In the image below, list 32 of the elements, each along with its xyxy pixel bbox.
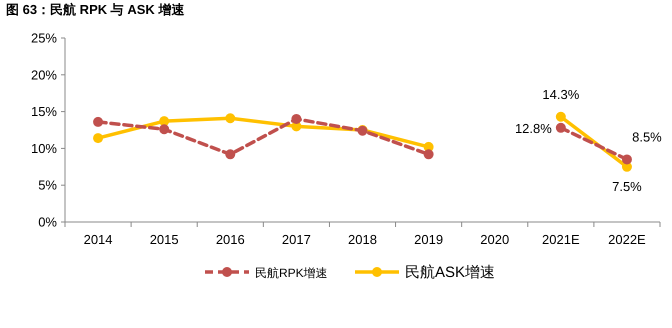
y-tick-label: 10% [30, 140, 58, 156]
point [225, 149, 236, 160]
data-label: 12.8% [514, 120, 552, 136]
x-tick-label: 2018 [348, 232, 377, 247]
x-tick-label: 2015 [150, 232, 179, 247]
x-tick-label: 2014 [84, 232, 113, 247]
x-tick-label: 2017 [282, 232, 311, 247]
y-tick-label: 25% [30, 30, 58, 46]
point [424, 149, 434, 160]
data-label: 8.5% [632, 129, 662, 144]
point [556, 122, 566, 133]
x-tick-label: 2016 [216, 232, 245, 247]
x-tick-label: 2022E [608, 232, 646, 247]
chart-title: 图 63：民航 RPK 与 ASK 增速 [6, 2, 186, 17]
x-tick-label: 2021E [542, 232, 580, 247]
point [93, 133, 104, 144]
point [556, 112, 566, 122]
point [622, 154, 632, 164]
data-label: 7.5% [612, 178, 642, 194]
legend-label: 民航ASK增速 [405, 264, 496, 281]
y-tick-label: 5% [38, 178, 58, 193]
y-tick-label: 15% [30, 104, 58, 120]
data-label: 14.3% [542, 86, 580, 102]
x-tick-label: 2020 [480, 232, 510, 247]
point [159, 124, 170, 134]
point [291, 114, 302, 124]
y-tick-label: 20% [30, 67, 58, 82]
legend-label: 民航RPK增速 [255, 266, 328, 280]
point [225, 113, 236, 124]
x-tick-label: 2019 [414, 232, 444, 247]
y-tick-label: 0% [38, 214, 58, 230]
point [93, 116, 104, 127]
